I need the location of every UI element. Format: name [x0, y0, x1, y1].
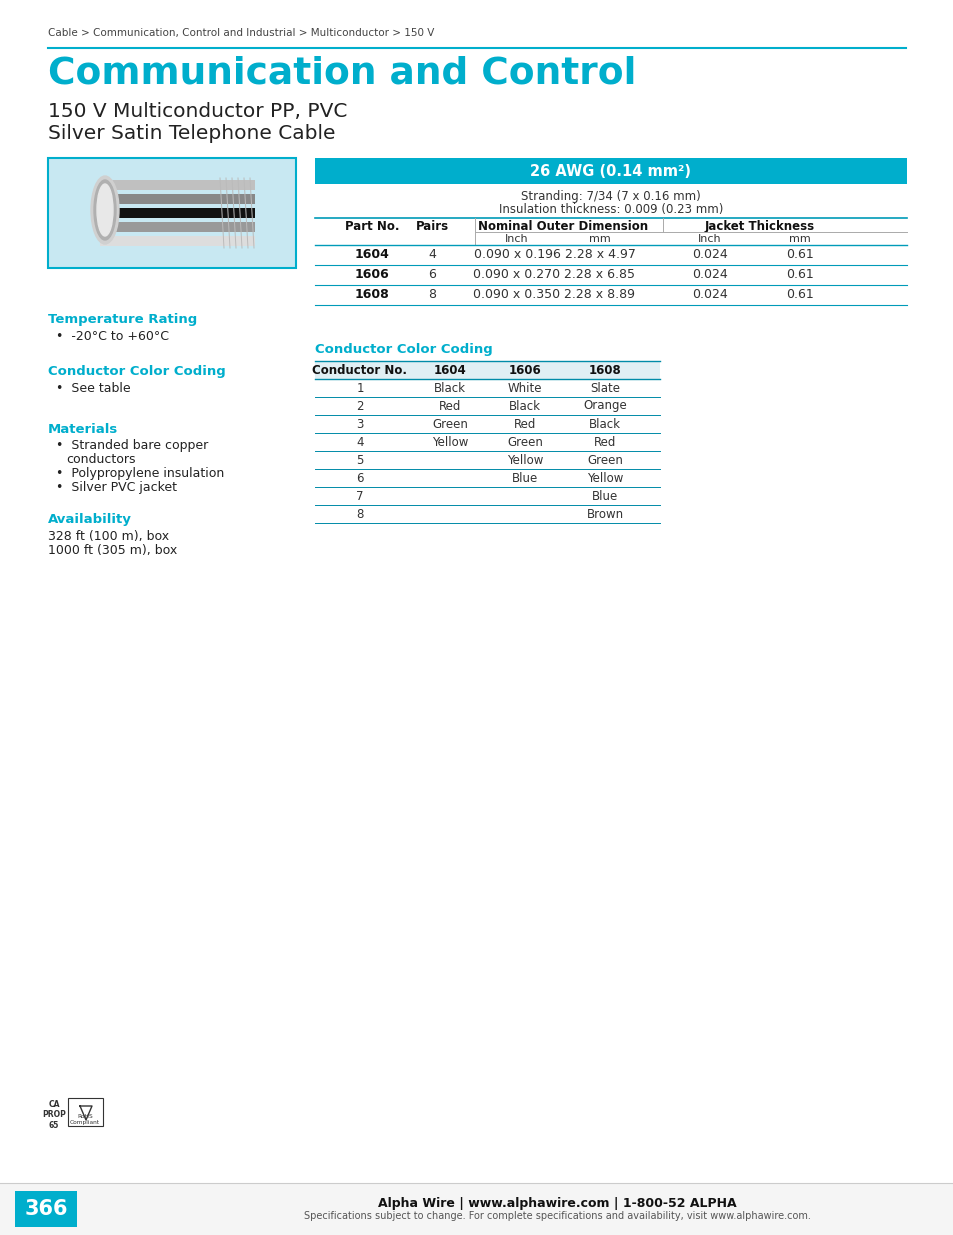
Text: 5: 5: [355, 453, 363, 467]
Bar: [0, 1183, 953, 1235]
Text: Green: Green: [586, 453, 622, 467]
Text: 3: 3: [355, 417, 363, 431]
Text: Materials: Materials: [48, 424, 118, 436]
Text: Cable > Communication, Control and Industrial > Multiconductor > 150 V: Cable > Communication, Control and Indus…: [48, 28, 434, 38]
Text: 0.090 x 0.350: 0.090 x 0.350: [473, 289, 560, 301]
Text: 8: 8: [355, 508, 363, 520]
Text: 4: 4: [428, 248, 436, 262]
Text: Nominal Outer Dimension: Nominal Outer Dimension: [478, 220, 648, 233]
Text: Availability: Availability: [48, 513, 132, 526]
Text: 1608: 1608: [588, 363, 620, 377]
Text: 4: 4: [355, 436, 363, 448]
Ellipse shape: [94, 180, 116, 240]
Text: Alpha Wire | www.alphawire.com | 1-800-52 ALPHA: Alpha Wire | www.alphawire.com | 1-800-5…: [377, 1197, 736, 1210]
Text: Green: Green: [432, 417, 468, 431]
Text: Temperature Rating: Temperature Rating: [48, 312, 197, 326]
Text: 366: 366: [24, 1199, 68, 1219]
Text: Red: Red: [438, 399, 460, 412]
Text: Brown: Brown: [586, 508, 623, 520]
Text: 7: 7: [355, 489, 363, 503]
Text: 0.61: 0.61: [785, 289, 813, 301]
Text: White: White: [507, 382, 541, 394]
Text: Silver Satin Telephone Cable: Silver Satin Telephone Cable: [48, 124, 335, 143]
Bar: [314, 361, 659, 379]
Text: •  Polypropylene insulation: • Polypropylene insulation: [56, 467, 224, 480]
Text: 0.090 x 0.270: 0.090 x 0.270: [473, 268, 560, 282]
Text: 1608: 1608: [355, 289, 389, 301]
Text: Communication and Control: Communication and Control: [48, 56, 636, 91]
Bar: [68, 1098, 103, 1126]
Text: 150 V Multiconductor PP, PVC: 150 V Multiconductor PP, PVC: [48, 103, 347, 121]
Text: Yellow: Yellow: [432, 436, 468, 448]
Text: conductors: conductors: [66, 453, 135, 466]
Bar: [100, 207, 254, 219]
Text: 0.024: 0.024: [691, 248, 727, 262]
Text: Blue: Blue: [512, 472, 537, 484]
Text: Red: Red: [514, 417, 536, 431]
Text: 2: 2: [355, 399, 363, 412]
Bar: [100, 194, 254, 204]
Bar: [100, 236, 254, 246]
Text: 1604: 1604: [355, 248, 389, 262]
Text: 1: 1: [355, 382, 363, 394]
Text: Yellow: Yellow: [586, 472, 622, 484]
Ellipse shape: [97, 184, 112, 236]
Text: Conductor Color Coding: Conductor Color Coding: [48, 366, 226, 378]
Text: 2.28 x 8.89: 2.28 x 8.89: [564, 289, 635, 301]
Text: Jacket Thickness: Jacket Thickness: [704, 220, 814, 233]
Text: 26 AWG (0.14 mm²): 26 AWG (0.14 mm²): [530, 163, 691, 179]
Text: Conductor No.: Conductor No.: [313, 363, 407, 377]
Text: •  Stranded bare copper: • Stranded bare copper: [56, 438, 208, 452]
Text: 8: 8: [428, 289, 436, 301]
Text: Part No.: Part No.: [344, 220, 399, 233]
Ellipse shape: [91, 177, 119, 245]
Text: 0.61: 0.61: [785, 248, 813, 262]
Text: CA
PROP
65: CA PROP 65: [42, 1100, 66, 1130]
Text: Pairs: Pairs: [415, 220, 448, 233]
Text: Blue: Blue: [591, 489, 618, 503]
Text: 2.28 x 4.97: 2.28 x 4.97: [564, 248, 635, 262]
Text: 6: 6: [428, 268, 436, 282]
Bar: [100, 222, 254, 232]
Text: 6: 6: [355, 472, 363, 484]
Text: 0.61: 0.61: [785, 268, 813, 282]
Bar: [314, 158, 906, 184]
Text: Orange: Orange: [582, 399, 626, 412]
Text: Inch: Inch: [698, 233, 721, 245]
Text: 1604: 1604: [434, 363, 466, 377]
Text: 1000 ft (305 m), box: 1000 ft (305 m), box: [48, 543, 177, 557]
Text: Conductor Color Coding: Conductor Color Coding: [314, 343, 493, 356]
Text: Inch: Inch: [505, 233, 528, 245]
Text: Stranding: 7/34 (7 x 0.16 mm): Stranding: 7/34 (7 x 0.16 mm): [520, 190, 700, 203]
Text: Black: Black: [509, 399, 540, 412]
Text: 0.024: 0.024: [691, 268, 727, 282]
Text: Red: Red: [593, 436, 616, 448]
Text: 1606: 1606: [355, 268, 389, 282]
Text: mm: mm: [788, 233, 810, 245]
Text: 1606: 1606: [508, 363, 540, 377]
Text: Black: Black: [434, 382, 465, 394]
Text: 0.024: 0.024: [691, 289, 727, 301]
Text: Black: Black: [588, 417, 620, 431]
Text: 0.090 x 0.196: 0.090 x 0.196: [473, 248, 559, 262]
Text: Slate: Slate: [589, 382, 619, 394]
Text: Specifications subject to change. For complete specifications and availability, : Specifications subject to change. For co…: [303, 1212, 810, 1221]
Text: Yellow: Yellow: [506, 453, 542, 467]
Bar: [48, 158, 295, 268]
Text: mm: mm: [589, 233, 610, 245]
Bar: [100, 180, 254, 190]
Text: •  Silver PVC jacket: • Silver PVC jacket: [56, 480, 177, 494]
Text: •  -20°C to +60°C: • -20°C to +60°C: [56, 330, 169, 343]
Text: Green: Green: [507, 436, 542, 448]
Text: RoHS
Compliant: RoHS Compliant: [70, 1114, 100, 1125]
Text: •  See table: • See table: [56, 382, 131, 395]
Text: 328 ft (100 m), box: 328 ft (100 m), box: [48, 530, 169, 543]
Bar: [15, 1191, 77, 1228]
Text: Insulation thickness: 0.009 (0.23 mm): Insulation thickness: 0.009 (0.23 mm): [498, 203, 722, 216]
Text: 2.28 x 6.85: 2.28 x 6.85: [564, 268, 635, 282]
